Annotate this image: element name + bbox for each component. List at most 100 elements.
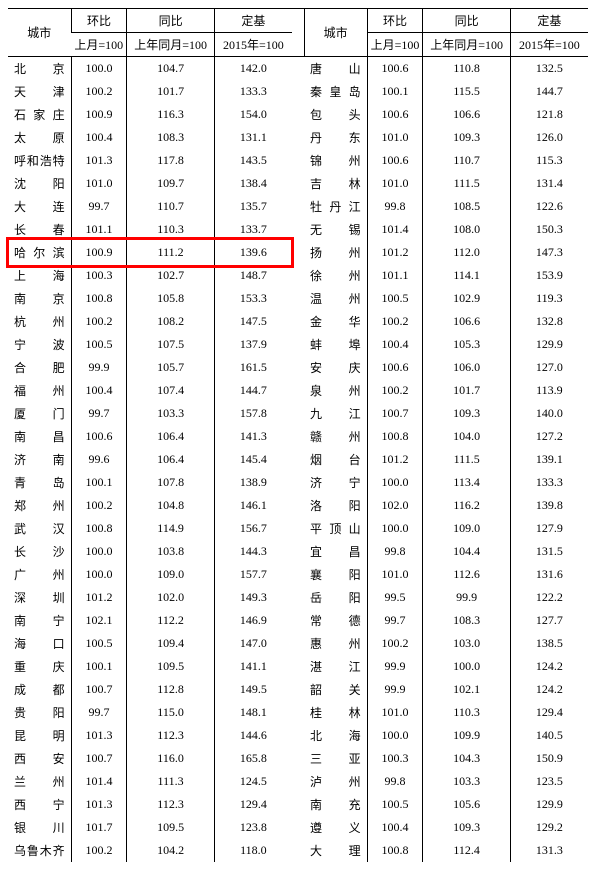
value-cell: 108.5 <box>423 195 510 218</box>
gap-cell <box>292 310 304 333</box>
value-cell: 112.6 <box>423 563 510 586</box>
value-cell: 109.0 <box>423 517 510 540</box>
value-cell: 129.4 <box>214 793 292 816</box>
value-cell: 99.8 <box>367 540 423 563</box>
value-cell: 111.5 <box>423 448 510 471</box>
value-cell: 99.7 <box>367 609 423 632</box>
city-cell: 遵 义 <box>304 816 367 839</box>
value-cell: 100.8 <box>367 839 423 862</box>
city-cell: 乌鲁木齐 <box>8 839 71 862</box>
value-cell: 127.0 <box>510 356 588 379</box>
value-cell: 103.8 <box>127 540 214 563</box>
value-cell: 105.7 <box>127 356 214 379</box>
value-cell: 129.2 <box>510 816 588 839</box>
value-cell: 112.3 <box>127 793 214 816</box>
value-cell: 132.5 <box>510 57 588 81</box>
value-cell: 107.5 <box>127 333 214 356</box>
value-cell: 124.5 <box>214 770 292 793</box>
value-cell: 116.3 <box>127 103 214 126</box>
city-cell: 济 南 <box>8 448 71 471</box>
value-cell: 104.4 <box>423 540 510 563</box>
city-cell: 徐 州 <box>304 264 367 287</box>
gap-cell <box>292 172 304 195</box>
value-cell: 101.7 <box>71 816 127 839</box>
city-cell: 岳 阳 <box>304 586 367 609</box>
value-cell: 150.3 <box>510 218 588 241</box>
city-cell: 上 海 <box>8 264 71 287</box>
value-cell: 124.2 <box>510 655 588 678</box>
value-cell: 101.0 <box>367 563 423 586</box>
value-cell: 111.5 <box>423 172 510 195</box>
value-cell: 100.2 <box>71 310 127 333</box>
table-row: 上 海100.3102.7148.7徐 州101.1114.1153.9 <box>8 264 588 287</box>
gap-cell <box>292 632 304 655</box>
header-base-sub-2: 2015年=100 <box>510 33 588 57</box>
city-cell: 西 安 <box>8 747 71 770</box>
value-cell: 100.0 <box>71 563 127 586</box>
table-row: 青 岛100.1107.8138.9济 宁100.0113.4133.3 <box>8 471 588 494</box>
value-cell: 104.2 <box>127 839 214 862</box>
city-cell: 大 理 <box>304 839 367 862</box>
value-cell: 115.3 <box>510 149 588 172</box>
table-row: 深 圳101.2102.0149.3岳 阳99.599.9122.2 <box>8 586 588 609</box>
value-cell: 129.4 <box>510 701 588 724</box>
value-cell: 117.8 <box>127 149 214 172</box>
value-cell: 129.9 <box>510 333 588 356</box>
value-cell: 100.0 <box>367 471 423 494</box>
value-cell: 99.9 <box>71 356 127 379</box>
value-cell: 104.3 <box>423 747 510 770</box>
table-row: 济 南99.6106.4145.4烟 台101.2111.5139.1 <box>8 448 588 471</box>
value-cell: 99.7 <box>71 195 127 218</box>
city-cell: 牡丹江 <box>304 195 367 218</box>
value-cell: 101.2 <box>367 448 423 471</box>
value-cell: 147.3 <box>510 241 588 264</box>
table-row: 贵 阳99.7115.0148.1桂 林101.0110.3129.4 <box>8 701 588 724</box>
city-cell: 宁 波 <box>8 333 71 356</box>
value-cell: 110.7 <box>127 195 214 218</box>
value-cell: 161.5 <box>214 356 292 379</box>
value-cell: 131.5 <box>510 540 588 563</box>
value-cell: 101.7 <box>423 379 510 402</box>
value-cell: 142.0 <box>214 57 292 81</box>
value-cell: 153.3 <box>214 287 292 310</box>
table-row: 大 连99.7110.7135.7牡丹江99.8108.5122.6 <box>8 195 588 218</box>
gap-cell <box>292 379 304 402</box>
table-row: 海 口100.5109.4147.0惠 州100.2103.0138.5 <box>8 632 588 655</box>
header-base: 定基 <box>214 9 292 33</box>
table-row: 福 州100.4107.4144.7泉 州100.2101.7113.9 <box>8 379 588 402</box>
table-container: 城市 环比 同比 定基 城市 环比 同比 定基 上月=100 上年同月=100 … <box>8 8 588 862</box>
value-cell: 127.2 <box>510 425 588 448</box>
table-row: 南 宁102.1112.2146.9常 德99.7108.3127.7 <box>8 609 588 632</box>
value-cell: 104.0 <box>423 425 510 448</box>
table-row: 杭 州100.2108.2147.5金 华100.2106.6132.8 <box>8 310 588 333</box>
value-cell: 101.1 <box>71 218 127 241</box>
value-cell: 99.6 <box>71 448 127 471</box>
header-mom-2: 环比 <box>367 9 423 33</box>
table-row: 成 都100.7112.8149.5韶 关99.9102.1124.2 <box>8 678 588 701</box>
value-cell: 103.0 <box>423 632 510 655</box>
value-cell: 124.2 <box>510 678 588 701</box>
value-cell: 100.1 <box>71 655 127 678</box>
city-cell: 泉 州 <box>304 379 367 402</box>
value-cell: 107.8 <box>127 471 214 494</box>
city-cell: 长 春 <box>8 218 71 241</box>
city-cell: 平顶山 <box>304 517 367 540</box>
value-cell: 157.7 <box>214 563 292 586</box>
city-cell: 福 州 <box>8 379 71 402</box>
value-cell: 101.3 <box>71 793 127 816</box>
city-cell: 蚌 埠 <box>304 333 367 356</box>
value-cell: 100.6 <box>367 356 423 379</box>
value-cell: 100.0 <box>367 724 423 747</box>
table-row: 宁 波100.5107.5137.9蚌 埠100.4105.3129.9 <box>8 333 588 356</box>
city-cell: 青 岛 <box>8 471 71 494</box>
value-cell: 100.4 <box>71 379 127 402</box>
value-cell: 110.8 <box>423 57 510 81</box>
gap-cell <box>292 80 304 103</box>
table-row: 西 宁101.3112.3129.4南 充100.5105.6129.9 <box>8 793 588 816</box>
value-cell: 108.3 <box>127 126 214 149</box>
city-cell: 济 宁 <box>304 471 367 494</box>
value-cell: 148.1 <box>214 701 292 724</box>
value-cell: 114.1 <box>423 264 510 287</box>
city-cell: 九 江 <box>304 402 367 425</box>
value-cell: 100.5 <box>367 793 423 816</box>
